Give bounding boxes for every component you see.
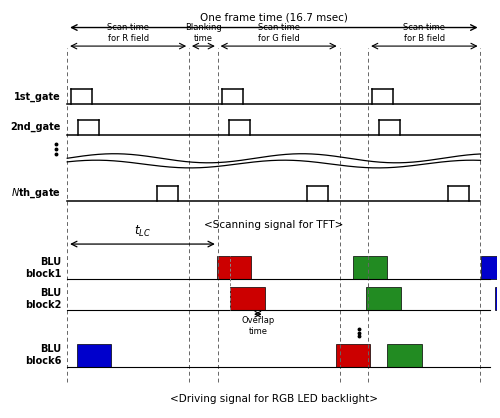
Bar: [482, 256, 500, 279]
Text: 2nd_gate: 2nd_gate: [10, 122, 61, 133]
Bar: [217, 256, 251, 279]
Bar: [77, 344, 111, 367]
Bar: [495, 287, 500, 310]
Bar: [388, 344, 422, 367]
Text: 1st_gate: 1st_gate: [14, 91, 61, 102]
Text: BLU
block6: BLU block6: [24, 344, 61, 366]
Text: <Driving signal for RGB LED backlight>: <Driving signal for RGB LED backlight>: [170, 394, 378, 404]
Text: $t_{LC}$: $t_{LC}$: [134, 224, 151, 239]
Text: Scan time
for G field: Scan time for G field: [258, 23, 300, 43]
Bar: [230, 287, 264, 310]
Bar: [353, 256, 388, 279]
Text: BLU
block2: BLU block2: [24, 288, 61, 309]
Text: Scan time
for B field: Scan time for B field: [404, 23, 446, 43]
Text: Blanking
time: Blanking time: [185, 23, 222, 43]
Bar: [366, 287, 400, 310]
Text: Overlap
time: Overlap time: [241, 316, 274, 336]
Bar: [336, 344, 370, 367]
Text: Scan time
for R field: Scan time for R field: [107, 23, 149, 43]
Text: BLU
block1: BLU block1: [24, 257, 61, 278]
Text: $\mathit{N}$th_gate: $\mathit{N}$th_gate: [11, 186, 61, 200]
Text: <Scanning signal for TFT>: <Scanning signal for TFT>: [204, 220, 344, 229]
Text: One frame time (16.7 msec): One frame time (16.7 msec): [200, 13, 348, 23]
